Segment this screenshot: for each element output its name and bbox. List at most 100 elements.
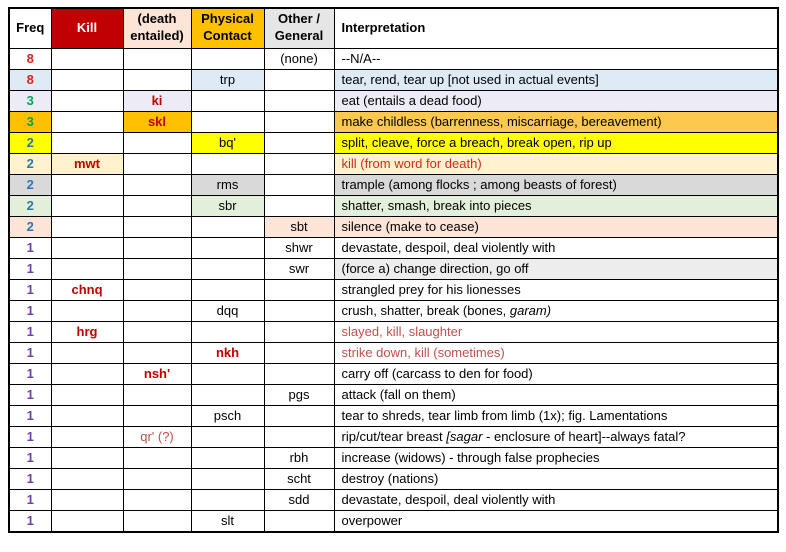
- header-physical-contact: Physical Contact: [190, 7, 265, 49]
- other-cell: [263, 509, 335, 532]
- interpretation-text-italic: [sagar: [446, 428, 487, 444]
- freq-cell: 1: [8, 341, 52, 364]
- table-row: 1 swr (force a) change direction, go off: [8, 257, 779, 280]
- interpretation-cell: attack (fall on them): [333, 383, 779, 406]
- kill-cell: [50, 488, 124, 511]
- death-cell: [122, 341, 192, 364]
- phys-cell: [190, 446, 265, 469]
- interpretation-cell: carry off (carcass to den for food): [333, 362, 779, 385]
- page: Freq Kill (death entailed) Physical Cont…: [8, 7, 779, 533]
- freq-cell: 1: [8, 362, 52, 385]
- death-cell: [122, 68, 192, 91]
- kill-cell: hrg: [50, 320, 124, 343]
- interpretation-text: rip/cut/tear breast: [341, 428, 447, 444]
- other-cell: sbt: [263, 215, 335, 238]
- phys-cell: [190, 110, 265, 133]
- interpretation-cell: rip/cut/tear breast [sagar - enclosure o…: [333, 425, 779, 448]
- freq-cell: 1: [8, 488, 52, 511]
- header-row: Freq Kill (death entailed) Physical Cont…: [8, 7, 779, 49]
- other-cell: [263, 362, 335, 385]
- kill-cell: [50, 173, 124, 196]
- kill-cell: [50, 89, 124, 112]
- interpretation-cell: destroy (nations): [333, 467, 779, 490]
- interpretation-cell: split, cleave, force a breach, break ope…: [333, 131, 779, 154]
- phys-cell: [190, 257, 265, 280]
- kill-cell: [50, 383, 124, 406]
- interpretation-text: tear, rend, tear up [not used in actual …: [341, 71, 599, 87]
- phys-cell: psch: [190, 404, 265, 427]
- header-other-general: Other / General: [263, 7, 335, 49]
- death-cell: [122, 299, 192, 322]
- other-cell: [263, 194, 335, 217]
- freq-cell: 1: [8, 278, 52, 301]
- freq-cell: 8: [8, 68, 52, 91]
- freq-cell: 2: [8, 152, 52, 175]
- interpretation-cell: make childless (barrenness, miscarriage,…: [333, 110, 779, 133]
- other-cell: [263, 299, 335, 322]
- death-cell: [122, 257, 192, 280]
- interpretation-cell: overpower: [333, 509, 779, 532]
- interpretation-text: crush, shatter, break (bones,: [341, 302, 510, 318]
- kill-cell: [50, 425, 124, 448]
- death-cell: nsh': [122, 362, 192, 385]
- interpretation-cell: devastate, despoil, deal violently with: [333, 236, 779, 259]
- kill-cell: chnq: [50, 278, 124, 301]
- table-row: 1 sdd devastate, despoil, deal violently w…: [8, 488, 779, 511]
- death-cell: [122, 152, 192, 175]
- table-row: 2 mwt kill (from word for death): [8, 152, 779, 175]
- kill-cell: [50, 47, 124, 70]
- freq-cell: 2: [8, 131, 52, 154]
- phys-cell: [190, 278, 265, 301]
- other-cell: swr: [263, 257, 335, 280]
- interpretation-text: - enclosure of heart]--always fatal?: [486, 428, 686, 444]
- interpretation-cell: kill (from word for death): [333, 152, 779, 175]
- other-cell: rbh: [263, 446, 335, 469]
- interpretation-text: carry off (carcass to den for food): [341, 365, 533, 381]
- interpretation-cell: crush, shatter, break (bones, garam): [333, 299, 779, 322]
- phys-cell: slt: [190, 509, 265, 532]
- interpretation-cell: increase (widows) - through false prophe…: [333, 446, 779, 469]
- other-cell: [263, 68, 335, 91]
- interpretation-text: devastate, despoil, deal violently with: [341, 239, 556, 255]
- interpretation-cell: slayed, kill, slaughter: [333, 320, 779, 343]
- death-cell: qr' (?): [122, 425, 192, 448]
- kill-cell: [50, 131, 124, 154]
- other-cell: [263, 89, 335, 112]
- interpretation-text: split, cleave, force a breach, break ope…: [341, 134, 612, 150]
- other-cell: [263, 320, 335, 343]
- kill-cell: [50, 257, 124, 280]
- interpretation-text: devastate, despoil, deal violently with: [341, 491, 556, 507]
- freq-cell: 2: [8, 215, 52, 238]
- lexeme-table: Freq Kill (death entailed) Physical Cont…: [8, 7, 779, 533]
- interpretation-text: (force a) change direction, go off: [341, 260, 529, 276]
- interpretation-text: kill (from word for death): [341, 155, 482, 171]
- table-row: 1 scht destroy (nations): [8, 467, 779, 490]
- table-row: 1 pgs attack (fall on them): [8, 383, 779, 406]
- freq-cell: 3: [8, 89, 52, 112]
- other-cell: [263, 173, 335, 196]
- other-cell: [263, 131, 335, 154]
- death-cell: [122, 383, 192, 406]
- freq-cell: 1: [8, 467, 52, 490]
- header-kill: Kill: [50, 7, 124, 49]
- other-cell: (none): [263, 47, 335, 70]
- kill-cell: [50, 110, 124, 133]
- freq-cell: 1: [8, 509, 52, 532]
- interpretation-cell: shatter, smash, break into pieces: [333, 194, 779, 217]
- kill-cell: [50, 68, 124, 91]
- kill-cell: [50, 509, 124, 532]
- phys-cell: [190, 152, 265, 175]
- interpretation-text: tear to shreds, tear limb from limb (1x)…: [341, 407, 668, 423]
- phys-cell: sbr: [190, 194, 265, 217]
- freq-cell: 1: [8, 425, 52, 448]
- other-cell: [263, 341, 335, 364]
- interpretation-text: strangled prey for his lionesses: [341, 281, 521, 297]
- freq-cell: 1: [8, 257, 52, 280]
- phys-cell: [190, 362, 265, 385]
- phys-cell: [190, 89, 265, 112]
- other-cell: [263, 110, 335, 133]
- table-row: 1 psch tear to shreds, tear limb from limb…: [8, 404, 779, 427]
- phys-cell: [190, 47, 265, 70]
- death-cell: [122, 278, 192, 301]
- kill-cell: [50, 215, 124, 238]
